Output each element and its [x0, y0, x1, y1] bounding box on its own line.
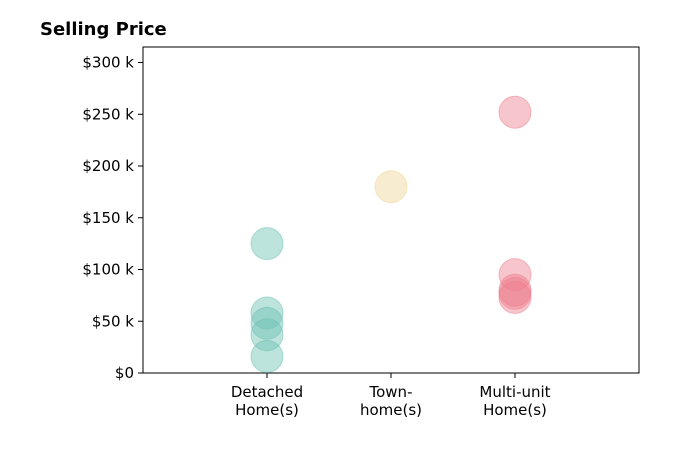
point — [250, 227, 284, 261]
y-tick-label: $0 — [115, 364, 134, 382]
point — [498, 280, 532, 314]
point — [498, 95, 532, 129]
x-tick-label: Multi-unit Home(s) — [479, 383, 550, 419]
x-tick-label: Detached Home(s) — [231, 383, 303, 419]
point — [498, 276, 532, 310]
y-tick-label: $150 k — [82, 209, 134, 227]
y-tick-label: $300 k — [82, 54, 134, 72]
plot-frame — [142, 46, 640, 374]
y-tick-label: $250 k — [82, 105, 134, 123]
y-tick-label: $100 k — [82, 261, 134, 279]
chart-title: Selling Price — [40, 19, 167, 40]
x-tick-label: Town-home(s) — [360, 383, 422, 419]
y-tick-label: $50 k — [92, 312, 134, 330]
point — [250, 306, 284, 340]
point — [250, 339, 284, 373]
point — [374, 170, 408, 204]
y-tick-label: $200 k — [82, 157, 134, 175]
